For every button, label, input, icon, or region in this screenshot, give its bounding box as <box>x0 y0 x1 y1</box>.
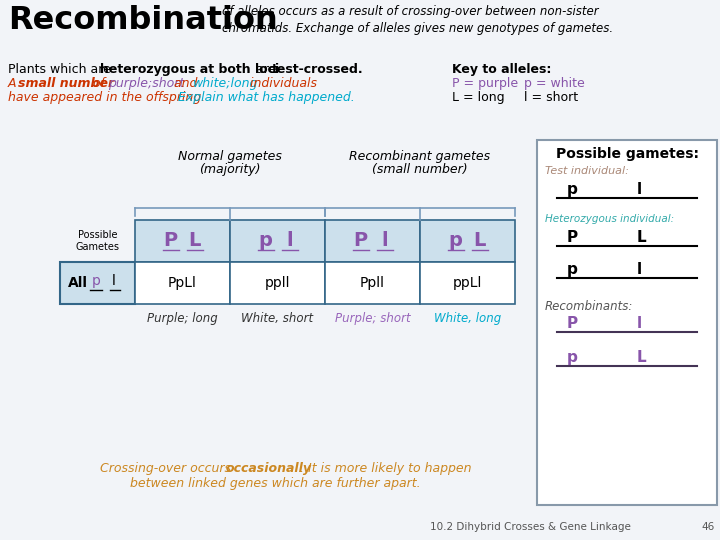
Text: p: p <box>92 274 101 288</box>
Text: purple;short: purple;short <box>108 77 184 90</box>
Text: l: l <box>637 262 642 277</box>
Text: heterozygous at both loci: heterozygous at both loci <box>100 63 279 76</box>
Text: l: l <box>637 316 642 331</box>
Text: Ppll: Ppll <box>360 276 385 290</box>
Text: of alleles occurs as a result of crossing-over between non-sister
chromatids. Ex: of alleles occurs as a result of crossin… <box>222 5 613 35</box>
Text: P: P <box>567 230 578 245</box>
Text: p: p <box>567 182 578 197</box>
Text: L: L <box>473 232 486 251</box>
Bar <box>420 262 515 304</box>
Text: (majority): (majority) <box>199 163 261 176</box>
Text: P: P <box>354 232 368 251</box>
Text: have appeared in the offspring.: have appeared in the offspring. <box>8 91 209 104</box>
Text: Recombination: Recombination <box>8 5 278 36</box>
Text: 46: 46 <box>702 522 715 532</box>
Text: Possible gametes:: Possible gametes: <box>556 147 698 161</box>
Text: are: are <box>252 63 280 76</box>
Text: Plants which are: Plants which are <box>8 63 115 76</box>
Bar <box>135 262 230 304</box>
Text: Explain what has happened.: Explain what has happened. <box>178 91 355 104</box>
Text: Recombinants:: Recombinants: <box>545 300 634 313</box>
Text: p: p <box>258 232 272 251</box>
Text: ppLl: ppLl <box>453 276 482 290</box>
Text: P: P <box>163 232 178 251</box>
Text: L = long: L = long <box>452 91 505 104</box>
Text: ppll: ppll <box>265 276 290 290</box>
Text: 10.2 Dihybrid Crosses & Gene Linkage: 10.2 Dihybrid Crosses & Gene Linkage <box>430 522 631 532</box>
Text: Purple; long: Purple; long <box>147 312 218 325</box>
Text: l = short: l = short <box>524 91 578 104</box>
Bar <box>60 262 135 304</box>
Text: small number: small number <box>18 77 114 90</box>
Text: White, long: White, long <box>434 312 501 325</box>
Text: p: p <box>567 350 578 365</box>
Bar <box>420 220 515 262</box>
Text: Possible
Gametes: Possible Gametes <box>76 230 120 252</box>
Text: occasionally: occasionally <box>226 462 312 475</box>
Text: L: L <box>637 350 647 365</box>
Text: Normal gametes: Normal gametes <box>178 150 282 163</box>
Bar <box>135 220 230 262</box>
Text: Recombinant gametes: Recombinant gametes <box>349 150 490 163</box>
Text: and: and <box>170 77 202 90</box>
Bar <box>230 220 325 262</box>
Text: of: of <box>89 77 109 90</box>
Text: L: L <box>637 230 647 245</box>
Text: L: L <box>189 232 201 251</box>
Text: individuals: individuals <box>246 77 317 90</box>
Text: . It is more likely to happen: . It is more likely to happen <box>300 462 472 475</box>
Bar <box>325 262 420 304</box>
Text: A: A <box>8 77 20 90</box>
Text: Test individual:: Test individual: <box>545 166 629 176</box>
Text: Crossing-over occurs: Crossing-over occurs <box>100 462 235 475</box>
Text: (small number): (small number) <box>372 163 468 176</box>
Text: Purple; short: Purple; short <box>335 312 410 325</box>
Text: test-crossed.: test-crossed. <box>272 63 364 76</box>
Text: p: p <box>567 262 578 277</box>
Text: l: l <box>381 232 388 251</box>
Text: white;long: white;long <box>193 77 258 90</box>
Bar <box>230 262 325 304</box>
Text: White, short: White, short <box>241 312 314 325</box>
Text: P: P <box>567 316 578 331</box>
Text: p: p <box>449 232 462 251</box>
Text: Heterozygous individual:: Heterozygous individual: <box>545 214 674 224</box>
Text: P = purple: P = purple <box>452 77 518 90</box>
Text: PpLl: PpLl <box>168 276 197 290</box>
Bar <box>537 140 717 505</box>
Text: All: All <box>68 276 88 290</box>
Text: l: l <box>286 232 293 251</box>
Bar <box>325 220 420 262</box>
Text: l: l <box>637 182 642 197</box>
Text: p = white: p = white <box>524 77 585 90</box>
Text: between linked genes which are further apart.: between linked genes which are further a… <box>130 477 420 490</box>
Text: Key to alleles:: Key to alleles: <box>452 63 552 76</box>
Text: l: l <box>112 274 116 288</box>
